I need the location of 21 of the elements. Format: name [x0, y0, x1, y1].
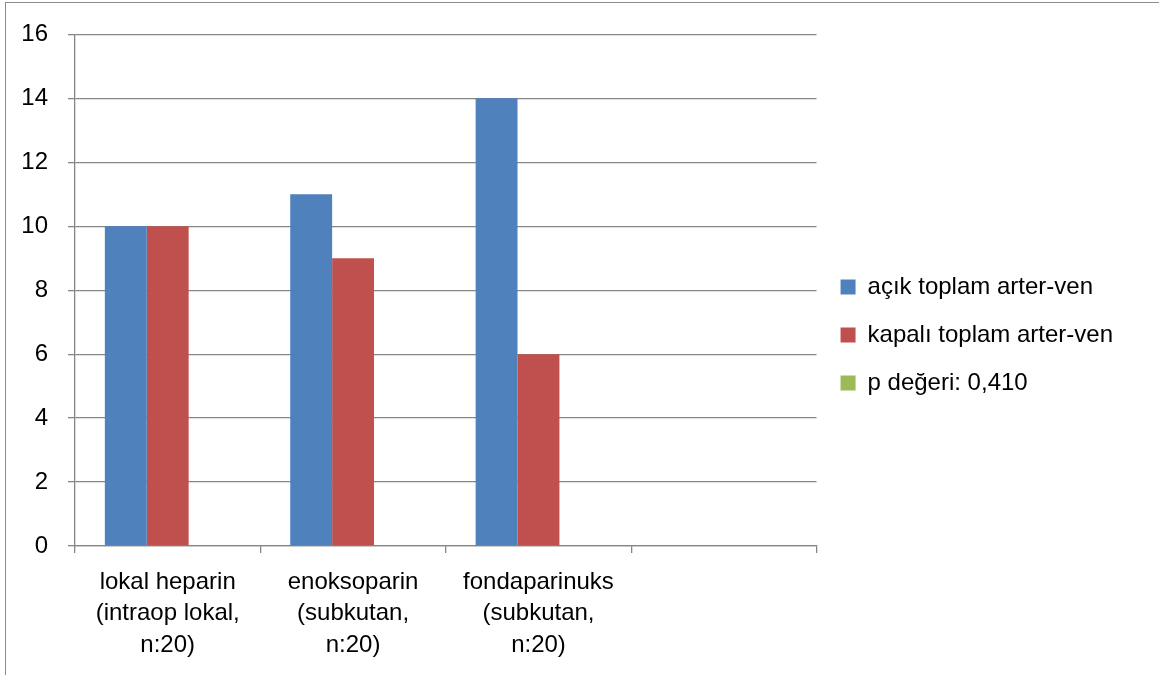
- y-tick-label: 16: [21, 19, 48, 47]
- bar: [290, 194, 333, 546]
- y-tick-label: 12: [21, 146, 48, 174]
- y-tick-label: 10: [21, 210, 48, 238]
- x-tick-label: enoksoparin (subkutan, n:20): [287, 567, 419, 657]
- legend-label: kapalı toplam arter-ven: [867, 319, 1113, 347]
- y-tick-label: 14: [21, 82, 48, 110]
- bar: [146, 226, 189, 546]
- y-tick-label: 8: [34, 274, 48, 302]
- legend-label: p değeri: 0,410: [867, 367, 1028, 395]
- x-tick-label: fondaparinuks (subkutan, n:20): [463, 567, 614, 657]
- bar: [475, 98, 518, 546]
- x-tick-label: lokal heparin (intraop lokal, n:20): [95, 567, 240, 657]
- y-tick-label: 6: [34, 338, 48, 366]
- y-tick-label: 4: [34, 402, 48, 430]
- y-tick-label: 2: [34, 466, 48, 494]
- y-tick-label: 0: [34, 530, 48, 558]
- bar: [517, 354, 560, 546]
- bar: [104, 226, 147, 546]
- bar: [332, 258, 375, 546]
- legend-label: açık toplam arter-ven: [867, 271, 1093, 299]
